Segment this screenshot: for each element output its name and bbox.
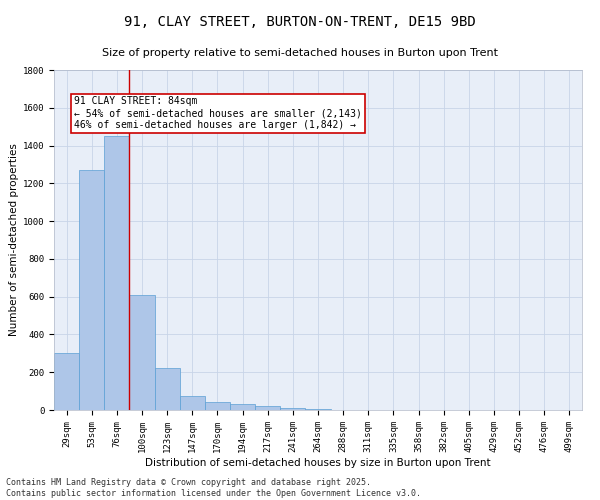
Bar: [79, 170, 104, 410]
X-axis label: Distribution of semi-detached houses by size in Burton upon Trent: Distribution of semi-detached houses by …: [145, 458, 491, 468]
Bar: [280, 408, 305, 410]
Bar: [305, 409, 331, 410]
Bar: [54, 354, 79, 410]
Bar: [230, 404, 255, 410]
Bar: [104, 136, 130, 410]
Bar: [180, 396, 205, 410]
Text: 91 CLAY STREET: 84sqm
← 54% of semi-detached houses are smaller (2,143)
46% of s: 91 CLAY STREET: 84sqm ← 54% of semi-deta…: [74, 96, 362, 130]
Y-axis label: Number of semi-detached properties: Number of semi-detached properties: [8, 144, 19, 336]
Bar: [155, 368, 180, 410]
Text: Size of property relative to semi-detached houses in Burton upon Trent: Size of property relative to semi-detach…: [102, 48, 498, 58]
Bar: [130, 295, 155, 410]
Text: 91, CLAY STREET, BURTON-ON-TRENT, DE15 9BD: 91, CLAY STREET, BURTON-ON-TRENT, DE15 9…: [124, 15, 476, 29]
Bar: [205, 402, 230, 410]
Bar: [255, 406, 280, 410]
Text: Contains HM Land Registry data © Crown copyright and database right 2025.
Contai: Contains HM Land Registry data © Crown c…: [6, 478, 421, 498]
